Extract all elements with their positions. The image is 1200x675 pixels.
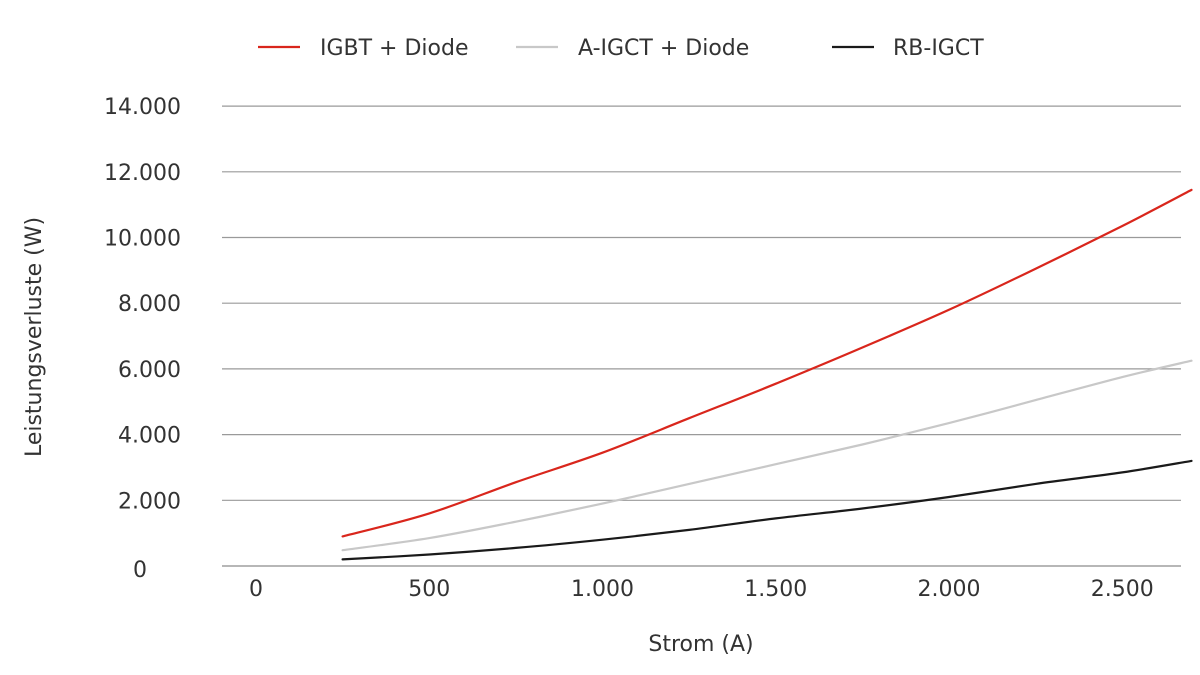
series-lines (341, 188, 1193, 561)
x-tick-label: 1.500 (744, 577, 807, 602)
legend-label-1: A-IGCT + Diode (578, 36, 749, 61)
x-tick-label: 2.000 (918, 577, 981, 602)
y-tick-label: 6.000 (118, 358, 181, 383)
legend: IGBT + Diode A-IGCT + Diode RB-IGCT (258, 36, 984, 61)
y-tick-label: 4.000 (118, 424, 181, 449)
y-tick-label: 2.000 (118, 489, 181, 514)
x-tick-label: 1.000 (571, 577, 634, 602)
y-tick-label: 8.000 (118, 292, 181, 317)
y-tick-label: 0 (133, 558, 147, 583)
x-tick-label: 500 (408, 577, 450, 602)
y-tick-label: 10.000 (104, 227, 181, 252)
x-axis-title: Strom (A) (648, 632, 753, 657)
y-tick-label: 12.000 (104, 161, 181, 186)
series-line-2 (341, 459, 1193, 561)
x-tick-labels: 0 500 1.000 1.500 2.000 2.500 (249, 577, 1154, 602)
series-line-1 (341, 359, 1193, 552)
y-axis-title: Leistungsverluste (W) (22, 217, 47, 457)
y-tick-label: 14.000 (104, 95, 181, 120)
legend-label-0: IGBT + Diode (320, 36, 469, 61)
x-tick-label: 2.500 (1091, 577, 1154, 602)
y-tick-labels: 0 2.000 4.000 6.000 8.000 10.000 12.000 14.000 (104, 95, 181, 583)
grid-lines (222, 105, 1181, 567)
legend-label-2: RB-IGCT (893, 36, 984, 61)
series-line-0 (341, 188, 1193, 538)
x-tick-label: 0 (249, 577, 263, 602)
